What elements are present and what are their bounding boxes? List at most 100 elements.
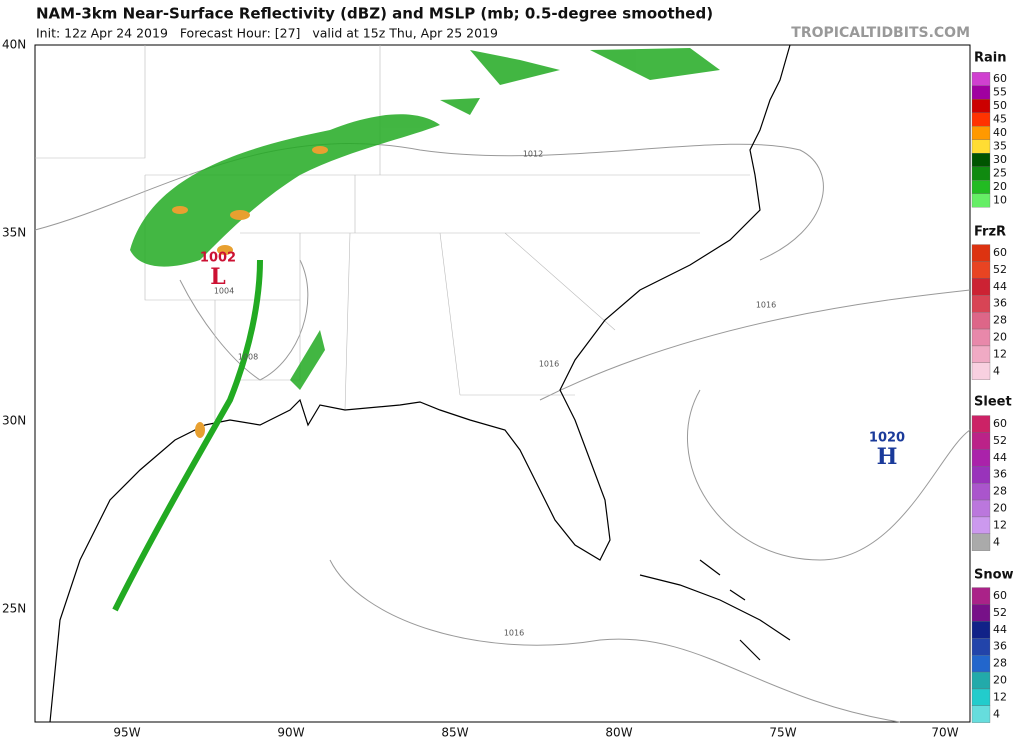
- lat-label: 30N: [2, 414, 26, 428]
- radar-echoes: [130, 48, 720, 390]
- watermark: TROPICALTIDBITS.COM: [791, 25, 970, 41]
- legend-label: 12: [993, 518, 1007, 531]
- legend-label: 36: [993, 297, 1007, 310]
- color-swatch: [971, 604, 991, 622]
- color-swatch: [971, 193, 991, 208]
- legend-label: 36: [993, 468, 1007, 481]
- center-pressure: 1002: [200, 251, 236, 266]
- isobar-label: 1012: [523, 150, 543, 159]
- legend-label: 30: [993, 153, 1007, 166]
- color-swatch: [971, 449, 991, 467]
- color-swatch: [971, 671, 991, 690]
- color-swatch: [971, 432, 991, 450]
- legend-label: 25: [993, 167, 1007, 180]
- color-swatch: [971, 295, 991, 313]
- isobar-label: 1016: [756, 301, 776, 310]
- center-symbol: L: [210, 264, 225, 290]
- legend-label: 36: [993, 640, 1007, 653]
- legend-label: 20: [993, 180, 1007, 193]
- legend-title: Snow: [974, 568, 1014, 583]
- color-swatch: [971, 85, 991, 100]
- legend-label: 60: [993, 72, 1007, 85]
- isobar-label: 1004: [214, 287, 234, 296]
- color-swatch: [971, 499, 991, 518]
- legend-label: 60: [993, 246, 1007, 259]
- color-swatch: [971, 345, 991, 364]
- legend-label: 52: [993, 606, 1007, 619]
- legend-label: 45: [993, 113, 1007, 126]
- color-swatch: [971, 587, 991, 605]
- color-swatch: [971, 688, 991, 707]
- legend-label: 12: [993, 347, 1007, 360]
- lat-label: 35N: [2, 226, 26, 240]
- color-swatch: [971, 126, 991, 140]
- legend-label: 44: [993, 280, 1007, 293]
- color-swatch: [971, 655, 991, 673]
- legend-label: 44: [993, 623, 1007, 636]
- legend-label: 4: [993, 364, 1000, 377]
- subtitle: Init: 12z Apr 24 2019 Forecast Hour: [27…: [36, 26, 498, 41]
- isobar-label: 1008: [238, 353, 258, 362]
- legend-label: 44: [993, 451, 1007, 464]
- isobar-label: 1016: [504, 629, 524, 638]
- isobar-label: 1016: [539, 360, 559, 369]
- legend-label: 20: [993, 502, 1007, 515]
- lat-label: 40N: [2, 38, 26, 52]
- color-swatch: [971, 261, 991, 279]
- color-swatch: [971, 278, 991, 296]
- lon-label: 85W: [441, 726, 468, 740]
- cuba-bahamas: [639, 559, 791, 661]
- legend-label: 40: [993, 126, 1007, 139]
- legend-label: 28: [993, 314, 1007, 327]
- color-swatch: [971, 166, 991, 181]
- lon-label: 90W: [277, 726, 304, 740]
- lat-label: 25N: [2, 602, 26, 616]
- color-swatch: [971, 139, 991, 154]
- color-swatch: [971, 180, 991, 194]
- coastline: [49, 44, 791, 723]
- color-swatch: [971, 705, 991, 723]
- lon-label: 70W: [931, 726, 958, 740]
- legend-label: 20: [993, 674, 1007, 687]
- center-symbol: H: [877, 444, 898, 470]
- legend-label: 4: [993, 707, 1000, 720]
- state-borders: [35, 45, 750, 420]
- legend-label: 28: [993, 657, 1007, 670]
- legend-label: 52: [993, 263, 1007, 276]
- title: NAM-3km Near-Surface Reflectivity (dBZ) …: [36, 5, 713, 23]
- legend-label: 55: [993, 86, 1007, 99]
- legend-label: 20: [993, 331, 1007, 344]
- color-swatch: [971, 533, 991, 551]
- color-swatch: [971, 328, 991, 347]
- color-swatch: [971, 72, 991, 86]
- color-swatch: [971, 482, 991, 501]
- legend-label: 28: [993, 485, 1007, 498]
- lon-label: 95W: [113, 726, 140, 740]
- center-pressure: 1020: [869, 431, 905, 446]
- frontal-band: [112, 259, 263, 612]
- color-swatch: [971, 311, 991, 330]
- legend-title: Rain: [974, 51, 1007, 66]
- color-swatch: [971, 112, 991, 127]
- color-swatch: [971, 362, 991, 380]
- legend-label: 10: [993, 194, 1007, 207]
- convective-cells: [172, 146, 328, 438]
- legend-title: FrzR: [974, 225, 1006, 240]
- lon-label: 75W: [769, 726, 796, 740]
- color-swatch: [971, 466, 991, 484]
- legend-label: 50: [993, 99, 1007, 112]
- color-swatch: [971, 153, 991, 167]
- color-swatch: [971, 638, 991, 656]
- legend-label: 60: [993, 589, 1007, 602]
- color-swatch: [971, 621, 991, 639]
- legend-label: 35: [993, 140, 1007, 153]
- legend-label: 60: [993, 417, 1007, 430]
- map: [34, 44, 971, 723]
- color-swatch: [971, 415, 991, 433]
- legend-label: 12: [993, 690, 1007, 703]
- color-swatch: [971, 244, 991, 262]
- color-swatch: [971, 516, 991, 535]
- legend-label: 4: [993, 535, 1000, 548]
- legend-label: 52: [993, 434, 1007, 447]
